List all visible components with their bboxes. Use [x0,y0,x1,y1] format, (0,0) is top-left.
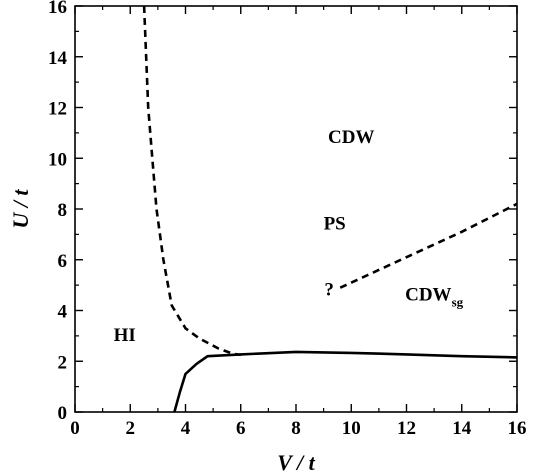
y-tick-label: 14 [48,48,68,69]
y-axis-title: U / t [8,189,33,229]
x-tick-label: 12 [397,418,416,439]
cdw-cdwsg-boundary-dashed [339,202,518,289]
y-tick-label: 12 [48,99,67,120]
region-label-text: HI [114,325,136,346]
region-label-text: PS [324,213,346,234]
region-label-subscript: sg [452,294,464,309]
region-label: CDW [328,127,374,148]
region-label: ? [324,279,334,300]
x-tick-labels: 0 2 4 6 8 10 12 14 16 [70,418,526,439]
x-tick-label: 6 [236,418,246,439]
region-label-text: ? [324,279,334,300]
region-label: HI [114,325,136,346]
x-tick-label: 16 [508,418,527,439]
x-tick-label: 0 [70,418,80,439]
y-tick-labels: 0 2 4 6 8 10 12 14 16 [48,0,68,424]
y-tick-label: 16 [48,0,67,18]
y-tick-label: 2 [58,352,68,373]
x-tick-label: 14 [452,418,472,439]
x-tick-label: 4 [181,418,191,439]
y-tick-label: 10 [48,149,67,170]
hi-cdw-boundary-dashed [142,5,242,357]
x-tick-label: 2 [126,418,136,439]
x-tick-label: 8 [291,418,301,439]
y-tick-label: 8 [58,200,68,221]
x-tick-label: 10 [342,418,361,439]
y-tick-label: 0 [58,403,68,424]
region-label: CDWsg [405,284,464,309]
region-label-text: CDW [405,284,451,305]
region-label: PS [324,213,346,234]
region-label-text: CDW [328,127,374,148]
x-axis-title: V / t [277,450,315,475]
plot-frame [74,5,518,413]
ps-boundary-solid [173,350,518,413]
series-lines [142,5,518,413]
y-tick-label: 6 [58,251,68,272]
y-tick-label: 4 [58,302,68,323]
